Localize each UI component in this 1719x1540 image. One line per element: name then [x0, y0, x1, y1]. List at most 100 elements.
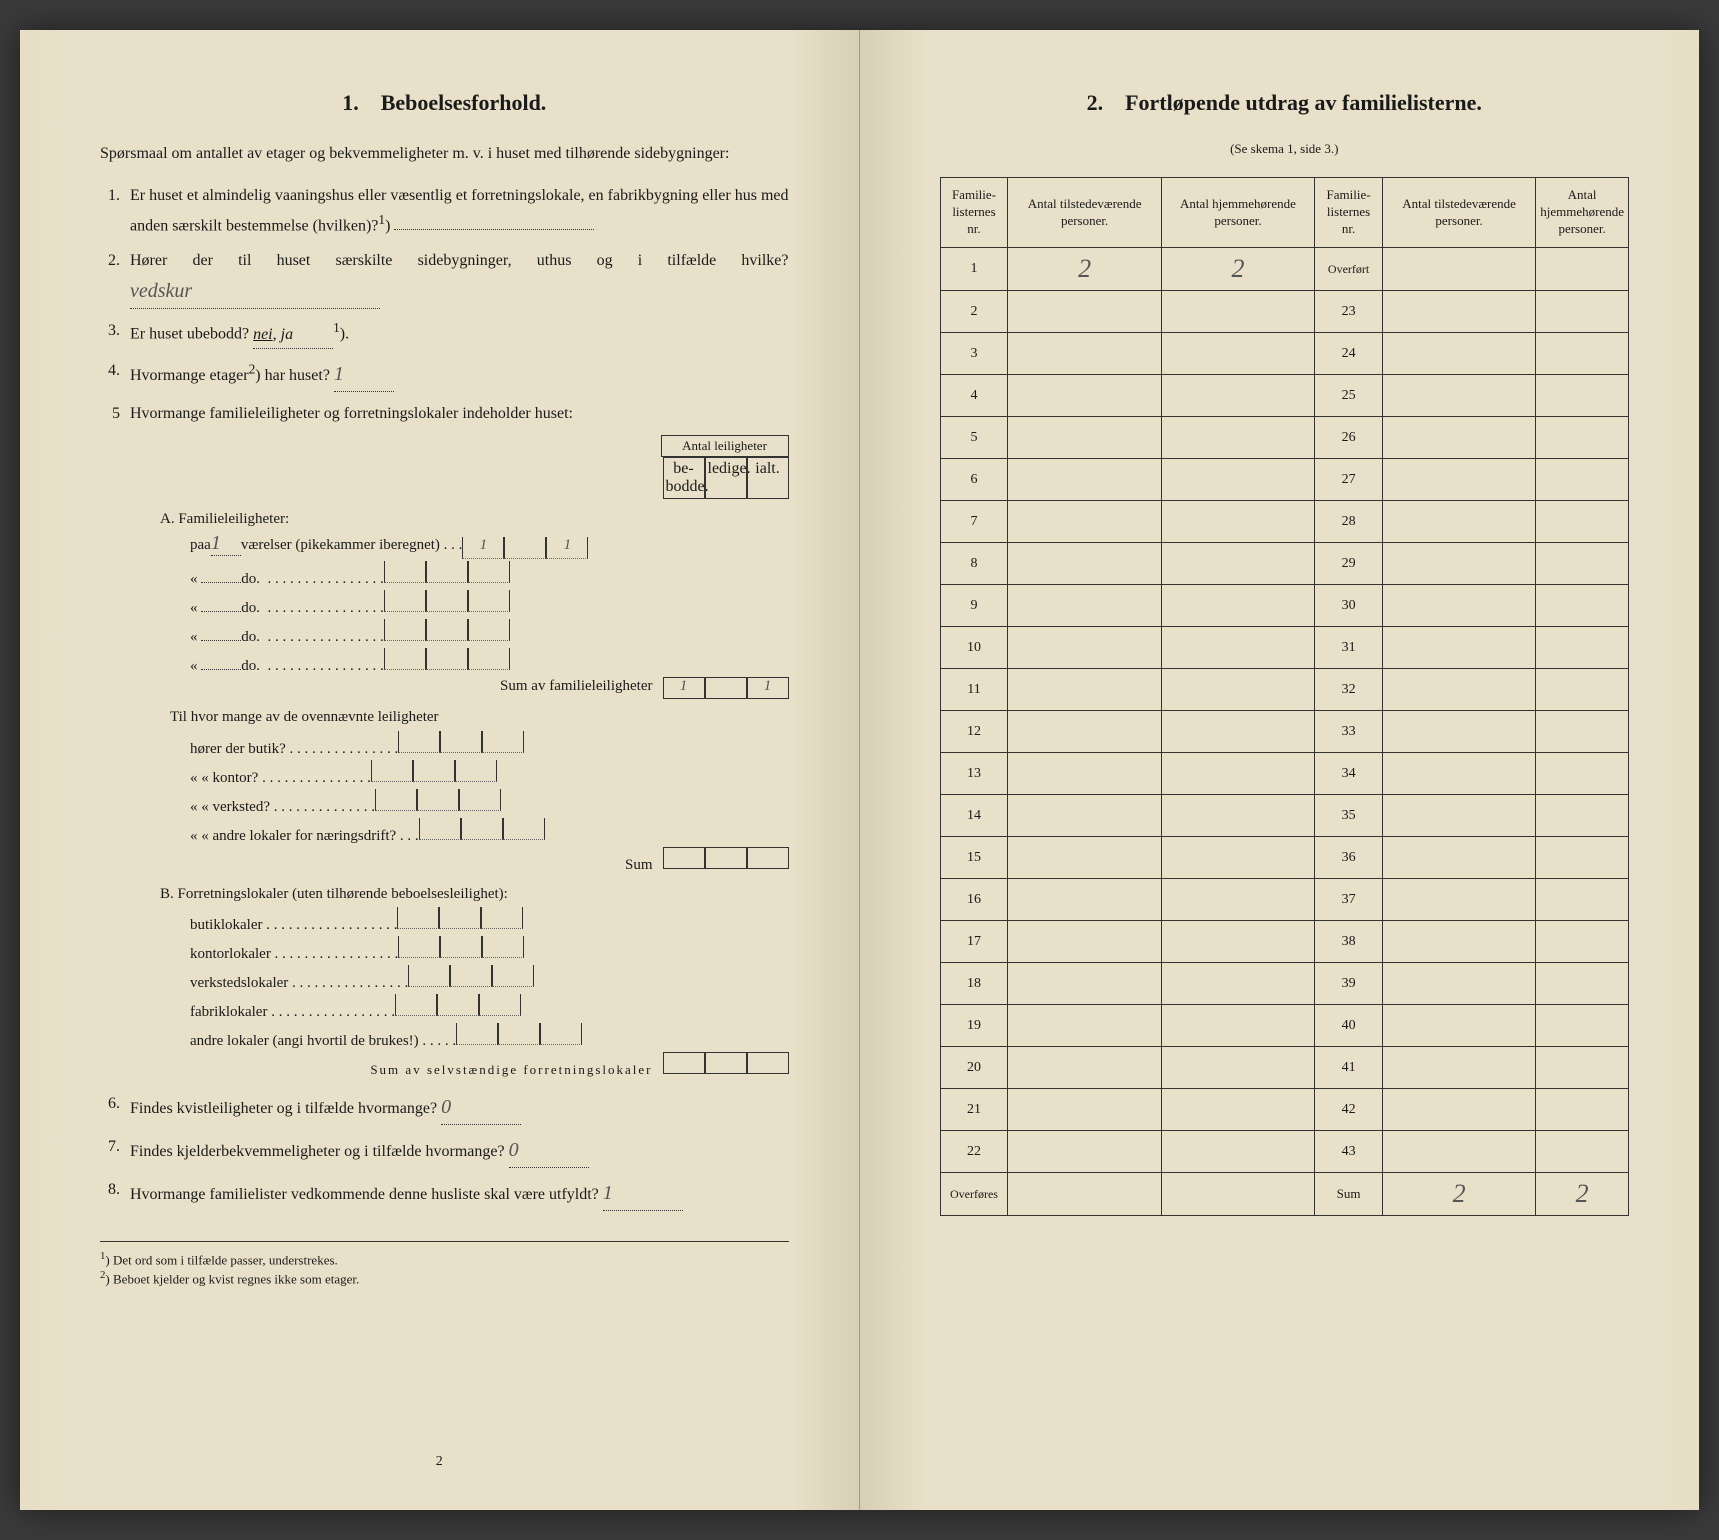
- row-home-right: [1536, 879, 1629, 921]
- qnum-4: 4.: [100, 357, 130, 392]
- row-num-left: 19: [940, 1005, 1008, 1047]
- row-num-right: 24: [1315, 333, 1383, 375]
- row-num-right: 32: [1315, 669, 1383, 711]
- question-list: 1. Er huset et almindelig vaaningshus el…: [100, 182, 789, 428]
- table-row: 1334: [940, 753, 1629, 795]
- sum-a-2: [705, 677, 747, 699]
- page-right: 2. Fortløpende utdrag av familielisterne…: [860, 30, 1700, 1510]
- question-2: 2. Hører der til huset særskilte sidebyg…: [100, 247, 789, 309]
- th-bebodde: be-bodde.: [663, 457, 705, 499]
- row-home-right: [1536, 795, 1629, 837]
- q7-answer: 0: [509, 1133, 589, 1168]
- question-1: 1. Er huset et almindelig vaaningshus el…: [100, 182, 789, 240]
- row-num-left: 13: [940, 753, 1008, 795]
- row-num-left: 12: [940, 711, 1008, 753]
- row-home-right: [1536, 1005, 1629, 1047]
- row-sum-a: Sum av familieleiligheter 1 1: [190, 677, 789, 699]
- row-home-left: [1161, 921, 1314, 963]
- row-present-right: [1382, 963, 1535, 1005]
- row-num-right: 31: [1315, 627, 1383, 669]
- row-present-left: [1008, 543, 1161, 585]
- table-row: 1738: [940, 921, 1629, 963]
- til-row-2: « « kontor? . . . . . . . . . . . . . . …: [190, 760, 789, 787]
- table-row: 728: [940, 501, 1629, 543]
- row-num-right: Overført: [1315, 248, 1383, 291]
- questions-678: 6. Findes kvistleiligheter og i tilfælde…: [100, 1090, 789, 1211]
- section-subtitle-r: (Se skema 1, side 3.): [940, 141, 1630, 157]
- row-home-right: [1536, 333, 1629, 375]
- row-home-left: [1161, 963, 1314, 1005]
- th-ledige: ledige.: [705, 457, 747, 499]
- row-home-left: [1161, 585, 1314, 627]
- family-list-table: Familie-listernes nr. Antal tilstedevære…: [940, 177, 1630, 1216]
- row-present-right: [1382, 248, 1535, 291]
- row-num-right: 29: [1315, 543, 1383, 585]
- table-row: 223: [940, 291, 1629, 333]
- q8-answer: 1: [603, 1176, 683, 1211]
- th-ialt: ialt.: [747, 457, 789, 499]
- table-row: 1435: [940, 795, 1629, 837]
- row-num-left: 10: [940, 627, 1008, 669]
- row-num-right: 39: [1315, 963, 1383, 1005]
- footnote-1: 1) Det ord som i tilfælde passer, unders…: [100, 1250, 789, 1268]
- cell-a1-2: [504, 537, 546, 559]
- sum-label: Sum: [1315, 1173, 1383, 1216]
- row-present-left: [1008, 585, 1161, 627]
- row-home-left: [1161, 459, 1314, 501]
- row-home-left: [1161, 711, 1314, 753]
- qnum-5: 5: [100, 400, 130, 427]
- row-present-right: [1382, 1005, 1535, 1047]
- book-spread: 1. Beboelsesforhold. Spørsmaal om antall…: [20, 30, 1699, 1510]
- row-home-right: [1536, 585, 1629, 627]
- question-7: 7. Findes kjelderbekvemmeligheter og i t…: [100, 1133, 789, 1168]
- small-table-title: Antal leiligheter: [661, 435, 789, 457]
- row-num-left: 20: [940, 1047, 1008, 1089]
- row-home-right: [1536, 1089, 1629, 1131]
- row-present-left: 2: [1008, 248, 1161, 291]
- row-num-left: 17: [940, 921, 1008, 963]
- table-row: 1637: [940, 879, 1629, 921]
- row-num-right: 33: [1315, 711, 1383, 753]
- overfores-label: Overføres: [940, 1173, 1008, 1216]
- row-home-left: [1161, 543, 1314, 585]
- row-num-left: 1: [940, 248, 1008, 291]
- question-8: 8. Hvormange familielister vedkommende d…: [100, 1176, 789, 1211]
- row-num-left: 7: [940, 501, 1008, 543]
- table-row: 122Overført: [940, 248, 1629, 291]
- row-home-right: [1536, 501, 1629, 543]
- row-num-left: 22: [940, 1131, 1008, 1173]
- row-num-left: 18: [940, 963, 1008, 1005]
- row-num-right: 27: [1315, 459, 1383, 501]
- row-home-left: [1161, 501, 1314, 543]
- row-present-left: [1008, 417, 1161, 459]
- table-row: 12 33: [940, 711, 1629, 753]
- q6-answer: 0: [441, 1090, 521, 1125]
- q3-options: nei, ja: [253, 321, 333, 349]
- qtext-4: Hvormange etager2) har huset? 1: [130, 357, 789, 392]
- table-row: 1940: [940, 1005, 1629, 1047]
- sum-present: 2: [1382, 1173, 1535, 1216]
- row-home-left: [1161, 417, 1314, 459]
- row-present-left: [1008, 333, 1161, 375]
- table-row: 2142: [940, 1089, 1629, 1131]
- table-row: 8 29: [940, 543, 1629, 585]
- th-5: Antal tilstedeværende personer.: [1382, 178, 1535, 248]
- row-b4: fabriklokaler . . . . . . . . . . . . . …: [190, 994, 789, 1021]
- question-3: 3. Er huset ubebodd? nei, ja1).: [100, 317, 789, 349]
- table-row: 425: [940, 375, 1629, 417]
- row-home-left: [1161, 837, 1314, 879]
- row-home-right: [1536, 963, 1629, 1005]
- row-present-left: [1008, 291, 1161, 333]
- row-home-left: [1161, 291, 1314, 333]
- th-6: Antal hjemmehørende personer.: [1536, 178, 1629, 248]
- row-present-right: [1382, 1089, 1535, 1131]
- row-present-left: [1008, 1005, 1161, 1047]
- question-4: 4. Hvormange etager2) har huset? 1: [100, 357, 789, 392]
- qtext-3: Er huset ubebodd? nei, ja1).: [130, 317, 789, 349]
- intro-text: Spørsmaal om antallet av etager og bekve…: [100, 141, 789, 167]
- row-num-right: 23: [1315, 291, 1383, 333]
- row-num-left: 8: [940, 543, 1008, 585]
- row-num-right: 37: [1315, 879, 1383, 921]
- row-num-right: 35: [1315, 795, 1383, 837]
- row-home-right: [1536, 417, 1629, 459]
